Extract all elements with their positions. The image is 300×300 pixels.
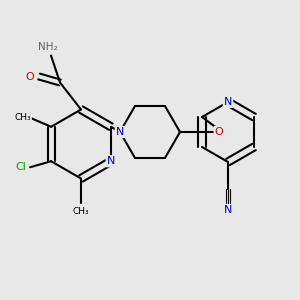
Text: N: N [116,127,124,137]
Text: O: O [214,127,224,137]
Text: N: N [224,205,232,215]
Text: NH₂: NH₂ [38,41,58,52]
Text: N: N [107,156,115,166]
Text: CH₃: CH₃ [73,207,89,216]
Text: N: N [224,97,232,107]
Text: Cl: Cl [16,162,27,172]
Text: O: O [26,71,34,82]
Text: CH₃: CH₃ [14,113,31,122]
